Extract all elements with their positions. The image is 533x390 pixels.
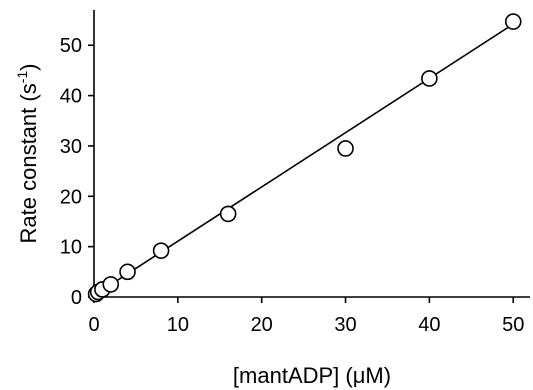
y-axis-title-close: ) xyxy=(16,64,41,71)
y-tick-label: 10 xyxy=(60,237,82,259)
data-point xyxy=(504,13,522,30)
y-axis-title-superscript: -1 xyxy=(14,71,30,84)
y-tick-label: 40 xyxy=(60,86,82,108)
y-tick-label: 50 xyxy=(60,35,82,57)
y-tick-label: 20 xyxy=(60,186,82,208)
y-axis-title: Rate constant (s-1) xyxy=(14,64,41,244)
y-axis-title-main: Rate constant (s xyxy=(16,83,41,243)
data-point xyxy=(102,276,120,293)
data-point xyxy=(219,205,237,223)
x-tick-label: 40 xyxy=(418,314,440,336)
x-tick-label: 10 xyxy=(167,314,189,336)
data-point xyxy=(421,70,438,87)
x-axis-title: [mantADP] (μM) xyxy=(233,363,391,388)
x-tick-label: 20 xyxy=(251,314,273,336)
x-tick-label: 0 xyxy=(88,314,99,336)
data-point xyxy=(119,263,136,281)
y-tick-label: 30 xyxy=(60,136,82,158)
x-tick-label: 30 xyxy=(334,314,356,336)
data-point xyxy=(152,242,170,259)
y-tick-label: 0 xyxy=(71,287,82,309)
data-point xyxy=(337,140,354,157)
plot-area: 0 10 20 30 40 50 0 10 20 30 40 50 xyxy=(60,10,530,336)
x-tick-label: 50 xyxy=(502,314,524,336)
